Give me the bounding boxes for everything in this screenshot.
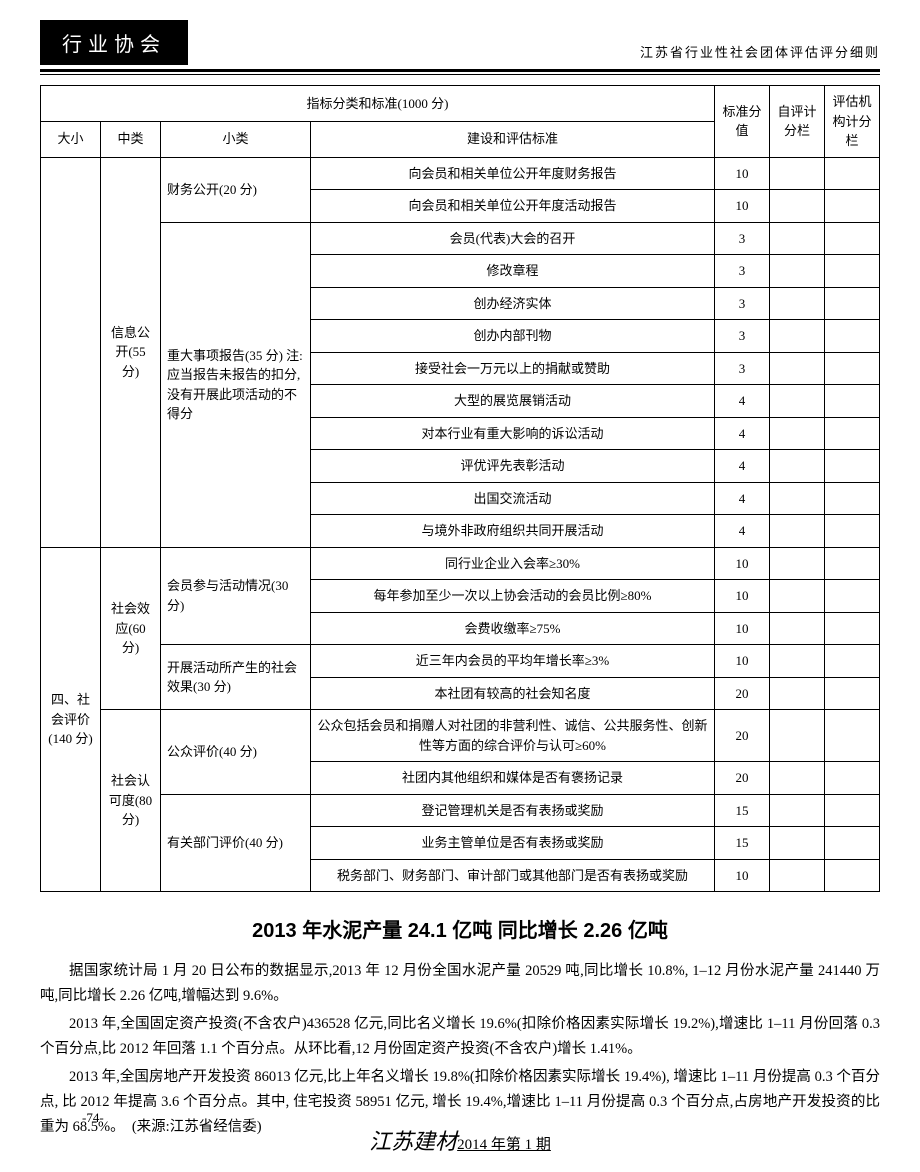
cell-xiaolei-2c: 公众评价(40 分) (161, 710, 311, 795)
cell-score: 10 (715, 190, 770, 223)
cell-xiaolei-2a: 会员参与活动情况(30 分) (161, 547, 311, 645)
col-daxiao: 大小 (41, 121, 101, 157)
evaluation-table: 指标分类和标准(1000 分) 标准分值 自评计分栏 评估机构计分栏 大小 中类… (40, 85, 880, 892)
cell-criteria: 向会员和相关单位公开年度活动报告 (311, 190, 715, 223)
col-xiaolei: 小类 (161, 121, 311, 157)
col-score: 标准分值 (715, 86, 770, 158)
table-row: 信息公开(55 分) 财务公开(20 分) 向会员和相关单位公开年度财务报告 1… (41, 157, 880, 190)
header-rule (40, 69, 880, 75)
journal-name: 江苏建材 (369, 1129, 457, 1154)
article-title: 2013 年水泥产量 24.1 亿吨 同比增长 2.26 亿吨 (40, 914, 880, 943)
cell-zhonglei-2a: 社会效应(60 分) (101, 547, 161, 710)
col-zhonglei: 中类 (101, 121, 161, 157)
cell-criteria: 向会员和相关单位公开年度财务报告 (311, 157, 715, 190)
cell-daxiao-2: 四、社会评价(140 分) (41, 547, 101, 892)
cell-org (825, 157, 880, 190)
col-criteria: 建设和评估标准 (311, 121, 715, 157)
section-label: 行业协会 (40, 20, 188, 65)
cell-daxiao-blank (41, 157, 101, 547)
cell-zhonglei-2b: 社会认可度(80 分) (101, 710, 161, 892)
page-header: 行业协会 江苏省行业性社会团体评估评分细则 (40, 20, 880, 65)
article-p2: 2013 年,全国固定资产投资(不含农户)436528 亿元,同比名义增长 19… (40, 1012, 880, 1063)
col-self: 自评计分栏 (770, 86, 825, 158)
doc-title: 江苏省行业性社会团体评估评分细则 (640, 42, 880, 65)
cell-criteria: 会员(代表)大会的召开 (311, 222, 715, 255)
cell-score: 10 (715, 157, 770, 190)
cell-xiaolei-1b: 重大事项报告(35 分) 注:应当报告未报告的扣分,没有开展此项活动的不得分 (161, 222, 311, 547)
col-org: 评估机构计分栏 (825, 86, 880, 158)
cell-score: 3 (715, 222, 770, 255)
table-row: 重大事项报告(35 分) 注:应当报告未报告的扣分,没有开展此项活动的不得分 会… (41, 222, 880, 255)
table-header-row-1: 指标分类和标准(1000 分) 标准分值 自评计分栏 评估机构计分栏 (41, 86, 880, 122)
footer-journal: 江苏建材2014 年第 1 期 (0, 1124, 920, 1156)
cell-xiaolei-2b: 开展活动所产生的社会效果(30 分) (161, 645, 311, 710)
table-row: 社会认可度(80 分) 公众评价(40 分) 公众包括会员和捐赠人对社团的非营利… (41, 710, 880, 762)
table-row: 四、社会评价(140 分) 社会效应(60 分) 会员参与活动情况(30 分) … (41, 547, 880, 580)
journal-issue: 2014 年第 1 期 (457, 1137, 551, 1153)
cell-zhonglei-1: 信息公开(55 分) (101, 157, 161, 547)
cell-xiaolei-2d: 有关部门评价(40 分) (161, 794, 311, 892)
cell-self (770, 157, 825, 190)
header-group: 指标分类和标准(1000 分) (41, 86, 715, 122)
article-body: 据国家统计局 1 月 20 日公布的数据显示,2013 年 12 月份全国水泥产… (40, 959, 880, 1141)
cell-xiaolei-1a: 财务公开(20 分) (161, 157, 311, 222)
article-p1: 据国家统计局 1 月 20 日公布的数据显示,2013 年 12 月份全国水泥产… (40, 959, 880, 1010)
table-row: 开展活动所产生的社会效果(30 分) 近三年内会员的平均年增长率≥3%10 (41, 645, 880, 678)
table-row: 有关部门评价(40 分) 登记管理机关是否有表扬或奖励15 (41, 794, 880, 827)
